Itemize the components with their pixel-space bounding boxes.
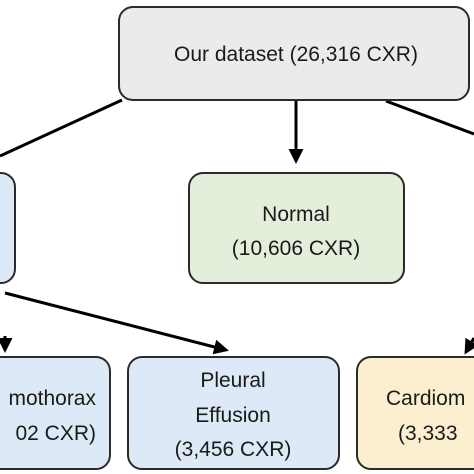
node-left-partial (0, 172, 16, 284)
node-normal: Normal (10,606 CXR) (188, 172, 405, 284)
node-pleural-effusion-label-2: Effusion (195, 404, 271, 427)
node-pneumothorax-box (0, 356, 111, 470)
node-pneumothorax-label: mothorax (8, 387, 96, 410)
edge-right-to-cardiomegaly (464, 337, 474, 355)
node-left-partial-box (0, 172, 16, 284)
node-pleural-effusion: Pleural Effusion (3,456 CXR) (127, 356, 340, 470)
node-root-label: Our dataset (26,316 CXR) (174, 43, 418, 66)
connectors (0, 98, 474, 355)
edge-root-to-right-branch (385, 99, 474, 136)
node-pleural-effusion-box (127, 356, 340, 470)
node-cardiomegaly-count: (3,333 (398, 422, 458, 445)
node-pneumothorax: mothorax 02 CXR) (0, 356, 111, 470)
node-pneumothorax-count: 02 CXR) (15, 422, 96, 445)
node-normal-count: (10,606 CXR) (232, 237, 360, 260)
edge-root-to-left-branch (0, 98, 123, 158)
edge-left-to-pleural-effusion (4, 291, 229, 355)
node-root: Our dataset (26,316 CXR) (118, 6, 470, 101)
node-root-box (118, 6, 470, 101)
node-normal-label: Normal (262, 203, 330, 226)
node-normal-box (188, 172, 405, 284)
node-pleural-effusion-label-1: Pleural (200, 369, 265, 392)
node-cardiomegaly-box (356, 356, 474, 470)
node-pleural-effusion-count: (3,456 CXR) (175, 438, 292, 461)
node-cardiomegaly: Cardiom (3,333 (356, 356, 474, 470)
node-cardiomegaly-label: Cardiom (386, 387, 465, 410)
